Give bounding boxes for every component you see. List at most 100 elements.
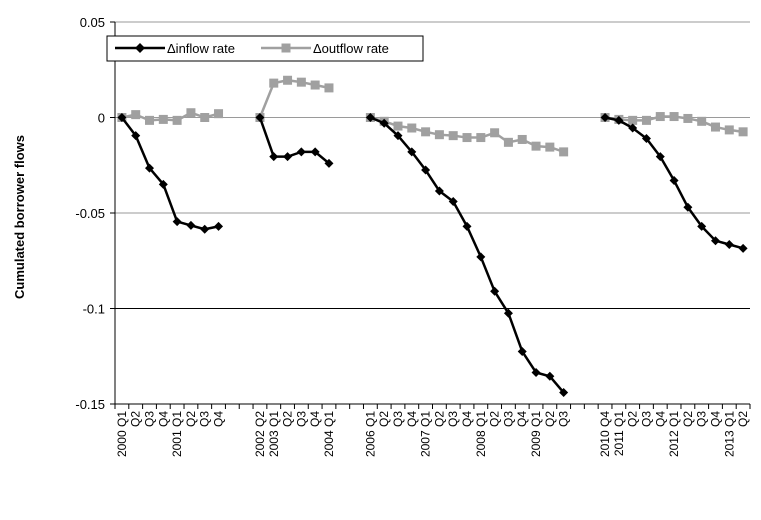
data-point: [117, 113, 127, 122]
data-point: [145, 163, 155, 173]
data-point: [131, 131, 141, 141]
data-point: [559, 147, 569, 157]
legend-marker-outflow: [281, 43, 291, 53]
data-point: [269, 78, 279, 88]
data-point: [434, 130, 444, 140]
data-point: [255, 113, 265, 122]
data-point: [559, 388, 569, 398]
x-tick-label: Q3: [446, 411, 460, 427]
data-point: [641, 134, 651, 144]
data-point: [655, 112, 665, 122]
x-tick-label: 2011 Q1: [612, 411, 626, 456]
x-tick-label: Q2: [432, 411, 446, 427]
x-tick-label: Q3: [294, 411, 308, 427]
x-tick-label: 2003 Q1: [267, 411, 281, 457]
data-point: [448, 197, 458, 207]
data-point: [200, 113, 210, 122]
x-tick-label: Q3: [198, 411, 212, 427]
data-point: [365, 113, 375, 122]
data-point: [283, 75, 293, 85]
data-point: [172, 217, 182, 227]
data-point: [655, 152, 665, 162]
data-point: [172, 115, 182, 125]
x-tick-label: Q2: [736, 411, 750, 427]
legend: Δinflow rate Δoutflow rate: [106, 35, 424, 62]
data-point: [669, 112, 679, 122]
data-point: [186, 220, 196, 230]
data-point: [600, 113, 610, 122]
data-point: [641, 115, 651, 125]
data-point: [283, 152, 293, 162]
data-point: [200, 224, 210, 234]
x-tick-label: Q2: [129, 411, 143, 427]
data-point: [724, 240, 734, 250]
legend-label-outflow: Δoutflow rate: [313, 41, 389, 56]
x-tick-label: 2013 Q1: [722, 411, 736, 457]
data-point: [379, 118, 389, 128]
x-tick-label: 2007 Q1: [419, 411, 433, 457]
data-point: [421, 165, 431, 175]
data-point: [669, 176, 679, 186]
data-point: [517, 134, 527, 144]
x-tick-label: Q2: [488, 411, 502, 427]
data-point: [545, 142, 555, 152]
x-tick-label: Q4: [515, 411, 529, 427]
data-point: [214, 109, 224, 119]
data-point: [462, 133, 472, 143]
data-point: [517, 346, 527, 356]
data-point: [434, 186, 444, 196]
data-point: [683, 113, 693, 123]
data-point: [490, 128, 500, 138]
x-tick-label: 2010 Q4: [598, 411, 612, 457]
y-tick-label: 0: [98, 111, 105, 126]
data-point: [503, 308, 513, 318]
y-tick-label: -0.05: [75, 206, 105, 221]
x-tick-label: 2004 Q1: [322, 411, 336, 457]
x-tick-label: 2006 Q1: [363, 411, 377, 457]
data-point: [214, 221, 224, 231]
data-point: [531, 367, 541, 377]
legend-label-inflow: Δinflow rate: [167, 41, 235, 56]
y-axis-ticks: 0.05 0 -0.05 -0.1 -0.15: [75, 15, 115, 412]
x-tick-label: 2000 Q1: [115, 411, 129, 457]
x-tick-label: 2008 Q1: [474, 411, 488, 457]
x-tick-label: Q2: [184, 411, 198, 427]
x-tick-label: Q3: [143, 411, 157, 427]
data-point: [628, 115, 638, 125]
y-tick-label: -0.15: [75, 397, 105, 412]
series-0: [117, 113, 748, 398]
data-point: [324, 83, 334, 93]
data-point: [462, 221, 472, 231]
data-point: [310, 147, 320, 157]
data-point: [697, 116, 707, 126]
x-tick-label: 2012 Q1: [667, 411, 681, 457]
x-tick-label: Q3: [501, 411, 515, 427]
data-point: [710, 236, 720, 246]
data-point: [476, 133, 486, 143]
x-tick-label: Q4: [405, 411, 419, 427]
x-tick-label: Q4: [653, 411, 667, 427]
data-point: [269, 152, 279, 162]
x-tick-label: 2002 Q2: [253, 411, 267, 457]
data-point: [738, 243, 748, 253]
data-point: [296, 77, 306, 87]
x-tick-label: Q2: [681, 411, 695, 427]
data-point: [738, 127, 748, 137]
data-point: [724, 125, 734, 135]
data-point: [324, 158, 334, 168]
data-point: [614, 115, 624, 125]
x-tick-label: Q2: [377, 411, 391, 427]
x-tick-label: Q4: [156, 411, 170, 427]
data-point: [697, 221, 707, 231]
data-point: [393, 131, 403, 141]
x-tick-label: 2009 Q1: [529, 411, 543, 457]
x-tick-label: Q3: [639, 411, 653, 427]
data-point: [393, 121, 403, 131]
y-tick-label: 0.05: [80, 15, 105, 30]
x-tick-label: Q4: [308, 411, 322, 427]
legend-marker-inflow: [135, 43, 145, 53]
data-point: [158, 114, 168, 124]
data-point: [296, 147, 306, 157]
x-tick-label: Q4: [460, 411, 474, 427]
data-point: [710, 122, 720, 132]
